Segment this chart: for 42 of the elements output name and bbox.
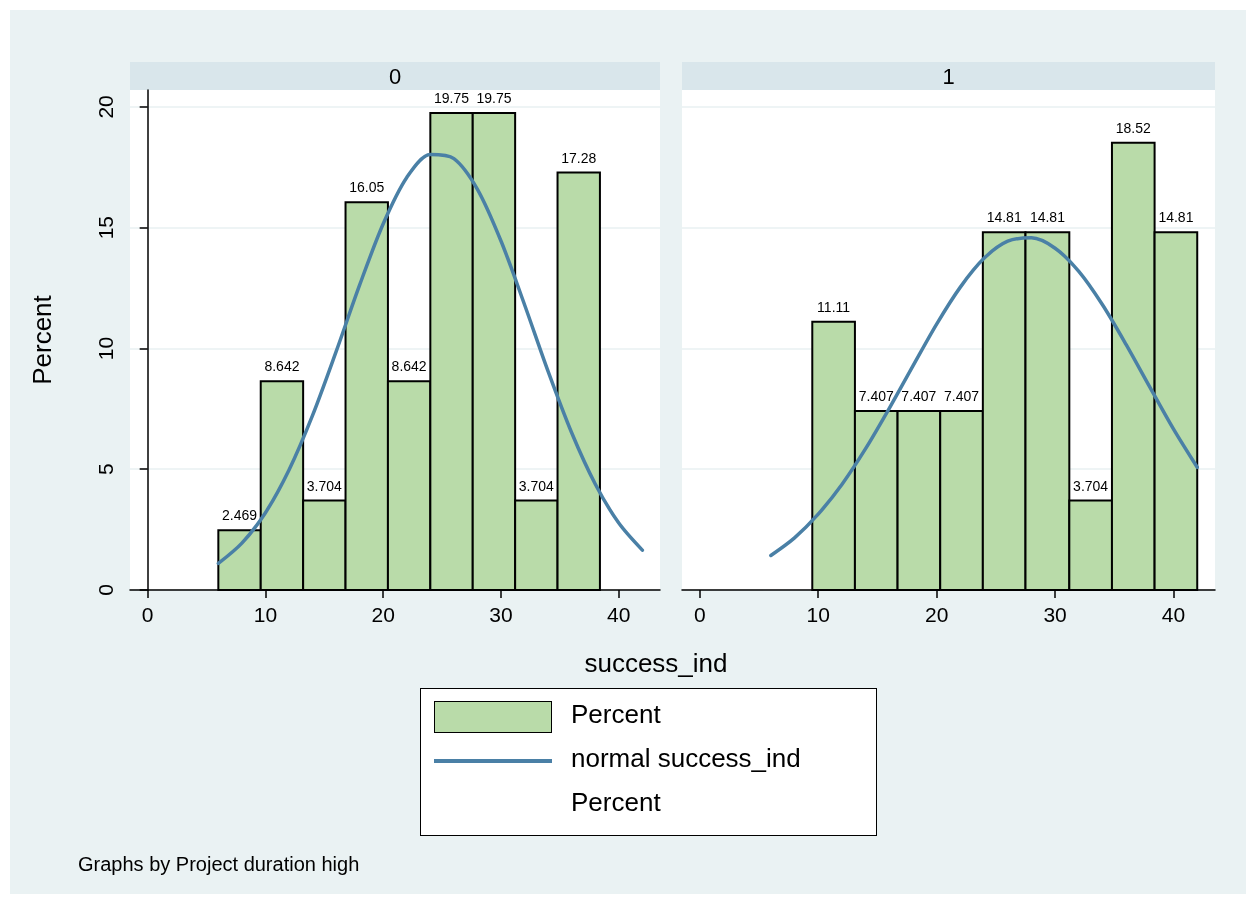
data-label: 3.704 <box>1073 477 1109 494</box>
x-tick-label: 0 <box>693 603 706 626</box>
y-tick-label: 20 <box>94 95 117 119</box>
data-label: 14.81 <box>1158 209 1194 226</box>
data-label: 19.75 <box>476 89 512 106</box>
chart-title: 1 <box>942 63 955 89</box>
data-label: 8.642 <box>264 358 300 375</box>
x-tick-label: 10 <box>253 603 278 626</box>
x-tick-label: 30 <box>489 603 513 626</box>
x-tick-label: 40 <box>1161 603 1186 626</box>
x-tick-label: 20 <box>371 603 395 626</box>
data-label: 18.52 <box>1115 119 1151 136</box>
x-tick-label: 10 <box>806 603 830 626</box>
data-label: 16.05 <box>349 179 385 196</box>
y-axis-title: Percent <box>27 294 57 385</box>
data-label: 2.469 <box>222 507 258 524</box>
text: Percent <box>571 787 661 818</box>
y-tick-label: 15 <box>94 216 117 240</box>
x-tick-label: 20 <box>924 603 949 626</box>
data-label: 19.75 <box>434 89 470 106</box>
data-label: 14.81 <box>1029 209 1066 226</box>
y-tick-label: 0 <box>94 584 117 596</box>
legend-label: normal success_ind <box>571 743 801 774</box>
x-axis-title: success_ind <box>583 648 729 679</box>
data-label: 8.642 <box>391 358 427 375</box>
x-tick-label: 30 <box>1043 603 1067 626</box>
chart-title: 0 <box>388 63 402 89</box>
data-label: 11.11 <box>817 298 851 315</box>
y-tick-label: 10 <box>94 336 117 361</box>
data-label: 14.81 <box>986 209 1022 226</box>
text: Graphs by Project duration high <box>78 853 360 876</box>
data-label: 7.407 <box>901 388 937 405</box>
x-tick-label: 0 <box>141 603 154 626</box>
legend-label: Percent <box>571 699 661 730</box>
data-label: 17.28 <box>561 149 597 166</box>
data-label: 3.704 <box>518 477 555 494</box>
y-tick-label: 5 <box>94 463 117 476</box>
data-label: 3.704 <box>306 477 343 494</box>
x-tick-label: 40 <box>607 603 631 626</box>
data-label: 7.407 <box>944 388 980 405</box>
data-label: 7.407 <box>858 388 894 405</box>
line-series <box>216 152 645 566</box>
